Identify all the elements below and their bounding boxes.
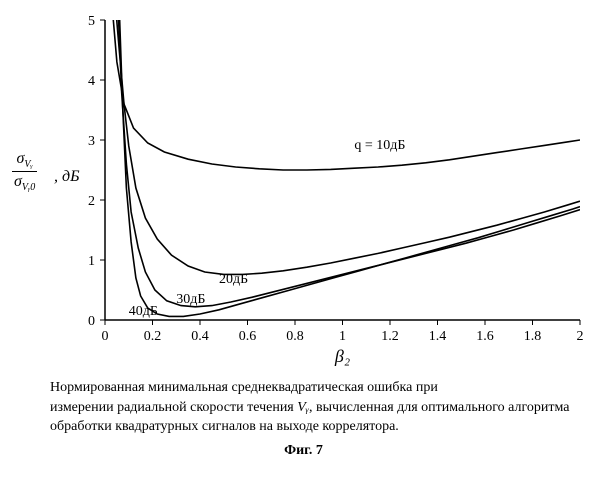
- svg-text:1.2: 1.2: [381, 329, 399, 344]
- svg-text:0: 0: [102, 329, 109, 344]
- svg-text:20дБ: 20дБ: [219, 272, 248, 287]
- svg-text:4: 4: [88, 74, 95, 89]
- y-axis-unit: , дБ: [54, 168, 80, 186]
- y-axis-label-fraction: σVᵧ σVᵧ0: [12, 150, 37, 193]
- caption-text: измерении радиальной скорости течения: [50, 400, 297, 415]
- svg-text:2: 2: [577, 329, 584, 344]
- svg-text:β₂: β₂: [334, 346, 350, 366]
- svg-text:3: 3: [88, 134, 95, 149]
- svg-text:0.6: 0.6: [239, 329, 257, 344]
- svg-text:1.8: 1.8: [524, 329, 542, 344]
- svg-text:2: 2: [88, 194, 95, 209]
- line-chart: 0 0.2 0.4 0.6 0.8 1 1.2 1.4 1.6 1.8 2 0 1 2 3 4 5 β₂ q = 1…: [10, 10, 597, 370]
- caption-text: обработки квадратурных сигналов на выход…: [50, 419, 399, 434]
- caption-var: Vᵧ: [297, 400, 309, 415]
- svg-text:40дБ: 40дБ: [129, 304, 158, 319]
- svg-text:0.8: 0.8: [286, 329, 304, 344]
- caption-text: , вычисленная для оптимального алгоритма: [309, 400, 569, 415]
- caption-text: Нормированная минимальная среднеквадрати…: [50, 380, 438, 395]
- svg-text:1.4: 1.4: [429, 329, 447, 344]
- figure-label: Фиг. 7: [10, 443, 597, 459]
- svg-text:0: 0: [88, 314, 95, 329]
- svg-text:q = 10дБ: q = 10дБ: [354, 138, 405, 153]
- svg-text:30дБ: 30дБ: [176, 292, 205, 307]
- svg-text:1.6: 1.6: [476, 329, 494, 344]
- svg-text:0.2: 0.2: [144, 329, 162, 344]
- caption: Нормированная минимальная среднеквадрати…: [10, 378, 597, 437]
- svg-text:5: 5: [88, 14, 95, 29]
- svg-text:1: 1: [339, 329, 346, 344]
- svg-text:0.4: 0.4: [191, 329, 209, 344]
- svg-text:1: 1: [88, 254, 95, 269]
- chart-container: σVᵧ σVᵧ0 , дБ 0 0.2 0.4 0.6 0.8 1 1.2 1.4 1.6 1.8…: [10, 10, 597, 370]
